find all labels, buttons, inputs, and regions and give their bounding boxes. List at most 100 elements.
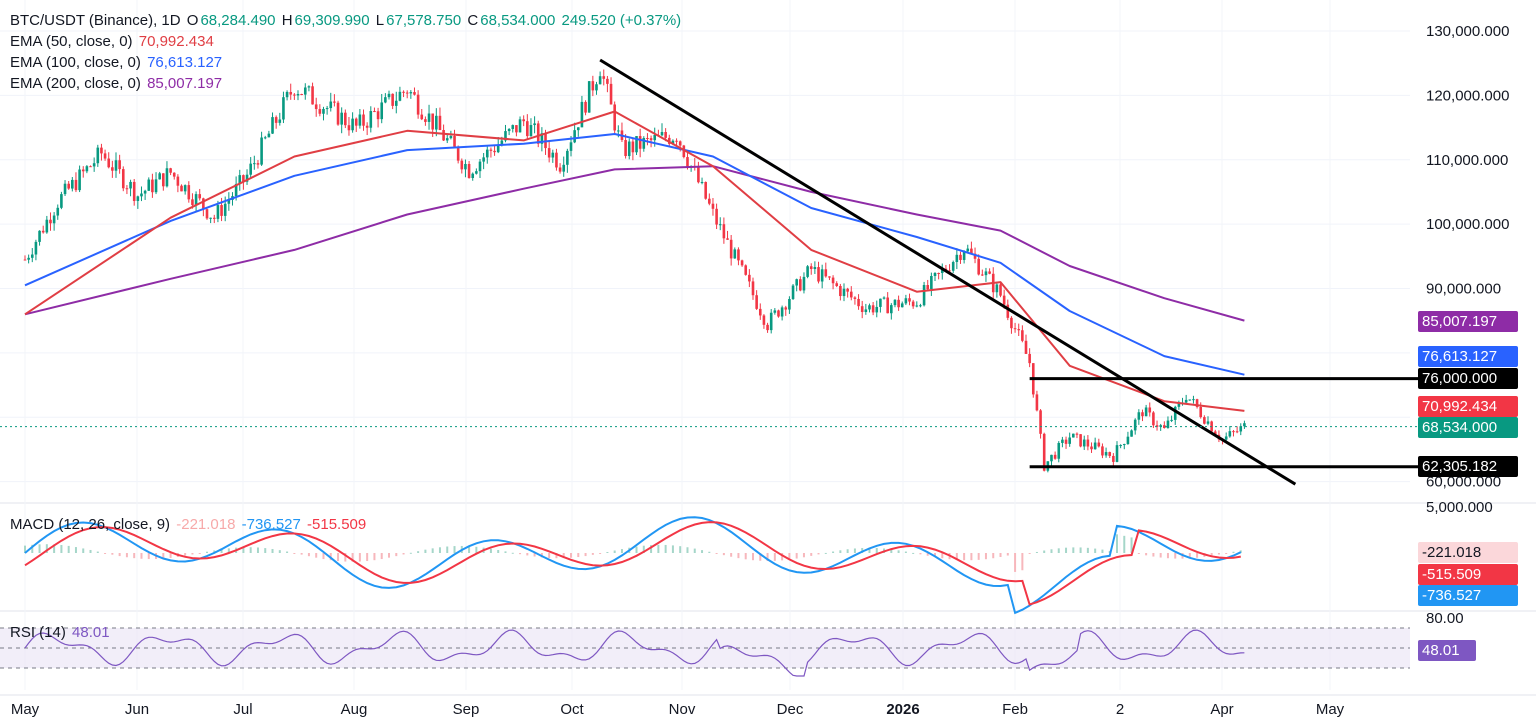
candle-body	[63, 183, 67, 195]
candle-body	[147, 179, 151, 191]
time-axis-label: Apr	[1210, 701, 1233, 718]
candle-body	[1177, 402, 1181, 407]
candle-body	[653, 134, 657, 141]
candle-body	[172, 172, 176, 177]
macd-histogram-bar	[1094, 548, 1097, 553]
candle-body	[1028, 353, 1031, 364]
candle-body	[1148, 407, 1152, 413]
candle-body	[973, 253, 977, 259]
macd-histogram-bar	[1101, 549, 1104, 553]
macd-histogram-bar	[1123, 535, 1126, 553]
candle-body	[427, 113, 431, 122]
candle-body	[1224, 436, 1228, 440]
candle-body	[1021, 330, 1024, 341]
candle-body	[143, 190, 147, 194]
candle-body	[1133, 419, 1137, 431]
candle-body	[915, 305, 919, 307]
candle-body	[464, 163, 467, 170]
macd-histogram-bar	[1188, 553, 1191, 559]
ema100-legend: EMA (100, close, 0) 76,613.127	[10, 52, 224, 73]
candle-body	[566, 150, 569, 165]
macd-histogram-bar	[307, 553, 310, 557]
macd-histogram-bar	[533, 553, 536, 557]
candle-body	[209, 217, 212, 219]
candle-body	[573, 130, 576, 143]
ema100-value: 76,613.127	[147, 54, 223, 71]
candle-body	[842, 288, 846, 297]
candle-body	[1082, 439, 1086, 447]
candle-body	[162, 173, 165, 187]
macd-histogram-bar	[497, 549, 500, 553]
macd-histogram-bar	[853, 548, 856, 553]
candle-body	[267, 133, 271, 138]
candle-body	[60, 194, 63, 208]
candle-body	[154, 179, 158, 193]
candle-body	[67, 183, 70, 189]
macd-histogram-bar	[104, 553, 107, 554]
candle-body	[860, 306, 864, 313]
candle-body	[456, 146, 460, 161]
rsi-label: RSI (14)	[10, 624, 66, 641]
candle-body	[380, 102, 384, 120]
low-label: L	[375, 12, 385, 29]
macd-histogram-bar	[395, 553, 398, 557]
open-label: O	[186, 12, 199, 29]
candle-body	[711, 203, 715, 209]
macd-histogram-bar	[140, 553, 143, 559]
candle-body	[49, 219, 52, 224]
macd-histogram-bar	[388, 553, 390, 558]
macd-histogram-bar	[191, 553, 194, 555]
candle-body	[394, 100, 398, 106]
candle-body	[482, 157, 485, 162]
candle-body	[970, 248, 973, 254]
macd-histogram-bar	[759, 553, 762, 561]
candle-body	[365, 125, 369, 128]
macd-histogram-bar	[963, 553, 966, 561]
macd-histogram-bar	[744, 553, 747, 560]
resistance-price-tag: 76,000.000	[1418, 368, 1518, 389]
candle-body	[121, 169, 125, 189]
ema200-price-tag: 85,007.197	[1418, 311, 1518, 332]
candle-body	[1039, 410, 1042, 434]
candle-body	[948, 270, 951, 272]
candle-body	[191, 199, 194, 206]
candle-body	[38, 230, 41, 242]
candle-body	[223, 203, 227, 216]
candle-body	[329, 101, 333, 109]
candle-body	[249, 163, 252, 175]
candle-body	[1239, 426, 1243, 432]
candle-body	[1195, 399, 1199, 408]
candle-body	[125, 188, 129, 190]
candle-body	[1170, 419, 1173, 421]
candle-body	[733, 249, 737, 259]
macd-histogram-bar	[941, 553, 944, 559]
candle-body	[598, 76, 602, 85]
candle-body	[1042, 433, 1046, 471]
ema100-line	[24, 133, 1245, 376]
macd-histogram-bar	[824, 552, 827, 554]
macd-histogram-bar	[169, 553, 172, 558]
macd-line-value: -736.527	[241, 516, 301, 533]
candle-body	[205, 209, 209, 219]
candle-body	[285, 91, 289, 98]
candle-body	[904, 298, 908, 304]
time-axis-label: Oct	[560, 701, 584, 718]
candle-body	[642, 137, 646, 149]
candle-body	[30, 254, 34, 258]
candle-body	[700, 181, 704, 183]
macd-histogram-bar	[1166, 553, 1169, 559]
macd-histogram-bar	[890, 549, 893, 553]
candle-body	[984, 271, 988, 276]
macd-histogram-bar	[315, 553, 318, 558]
macd-histogram-bar	[271, 548, 274, 553]
candle-body	[1163, 425, 1166, 429]
candle-body	[358, 114, 362, 126]
candle-body	[1068, 437, 1071, 444]
macd-histogram-bar	[584, 553, 587, 557]
close-price-tag: 68,534.000	[1418, 417, 1518, 438]
time-axis-label: Aug	[341, 701, 368, 718]
macd-histogram-bar	[1050, 549, 1053, 553]
macd-histogram-bar	[664, 544, 667, 553]
candle-body	[333, 101, 336, 103]
